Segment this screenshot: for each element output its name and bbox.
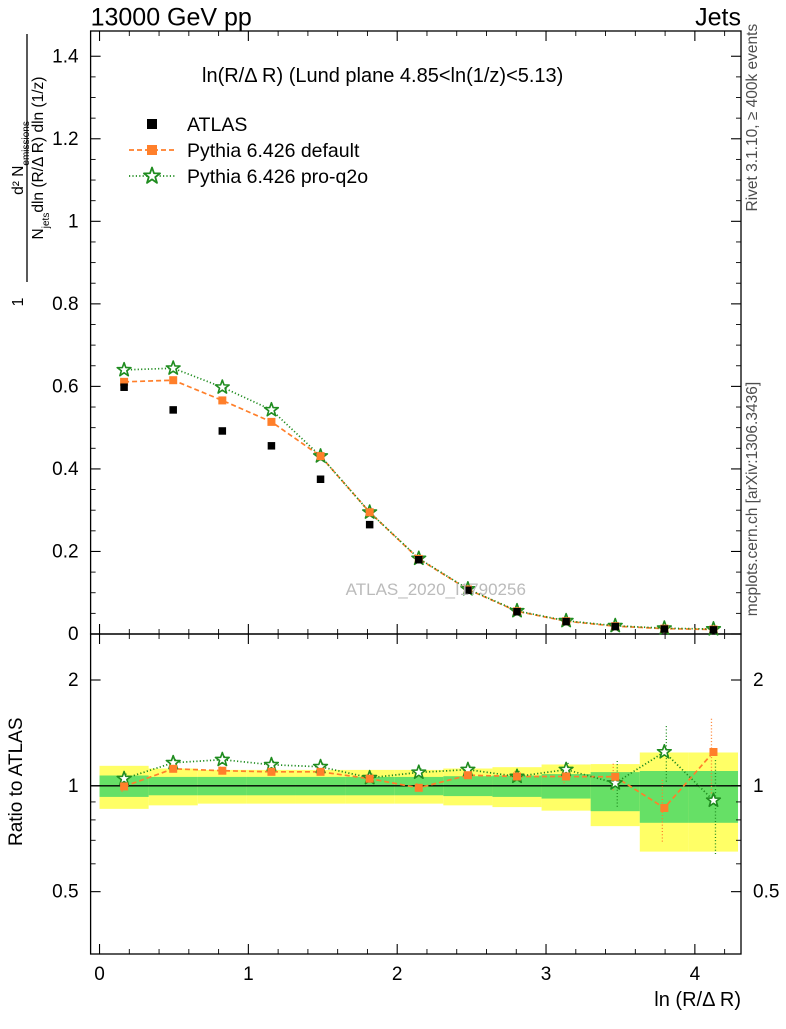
svg-text:Pythia 6.426 pro-q2o: Pythia 6.426 pro-q2o bbox=[187, 166, 368, 188]
svg-text:3: 3 bbox=[541, 964, 552, 985]
svg-text:0.4: 0.4 bbox=[52, 459, 79, 480]
svg-text:0.8: 0.8 bbox=[52, 294, 78, 315]
svg-text:Rivet 3.1.10, ≥ 400k events: Rivet 3.1.10, ≥ 400k events bbox=[744, 24, 761, 212]
svg-text:1: 1 bbox=[243, 964, 254, 985]
svg-text:2: 2 bbox=[753, 670, 764, 691]
svg-text:ln(R/Δ R) (Lund plane 4.85<ln(: ln(R/Δ R) (Lund plane 4.85<ln(1/z)<5.13) bbox=[202, 65, 563, 87]
svg-text:ln (R/Δ R): ln (R/Δ R) bbox=[654, 989, 741, 1011]
svg-text:0: 0 bbox=[68, 624, 79, 645]
svg-text:0.5: 0.5 bbox=[753, 882, 779, 903]
svg-text:ATLAS: ATLAS bbox=[187, 114, 247, 136]
svg-text:ATLAS_2020_I1790256: ATLAS_2020_I1790256 bbox=[346, 580, 526, 599]
svg-text:1.4: 1.4 bbox=[52, 46, 79, 67]
svg-text:1: 1 bbox=[10, 297, 27, 306]
svg-text:1: 1 bbox=[68, 776, 79, 797]
svg-text:13000 GeV pp: 13000 GeV pp bbox=[91, 4, 252, 32]
svg-text:0.6: 0.6 bbox=[52, 376, 78, 397]
svg-text:4: 4 bbox=[690, 964, 701, 985]
svg-text:1.2: 1.2 bbox=[52, 129, 78, 150]
svg-text:0.5: 0.5 bbox=[52, 882, 78, 903]
svg-text:Pythia 6.426 default: Pythia 6.426 default bbox=[187, 140, 360, 162]
svg-text:0: 0 bbox=[94, 964, 105, 985]
svg-text:1: 1 bbox=[68, 211, 79, 232]
svg-text:2: 2 bbox=[392, 964, 403, 985]
svg-text:Ratio to ATLAS: Ratio to ATLAS bbox=[6, 718, 27, 847]
svg-text:1: 1 bbox=[753, 776, 764, 797]
svg-text:mcplots.cern.ch [arXiv:1306.34: mcplots.cern.ch [arXiv:1306.3436] bbox=[744, 382, 761, 616]
svg-text:0.2: 0.2 bbox=[52, 541, 78, 562]
svg-text:Jets: Jets bbox=[695, 4, 741, 32]
svg-text:2: 2 bbox=[68, 670, 79, 691]
